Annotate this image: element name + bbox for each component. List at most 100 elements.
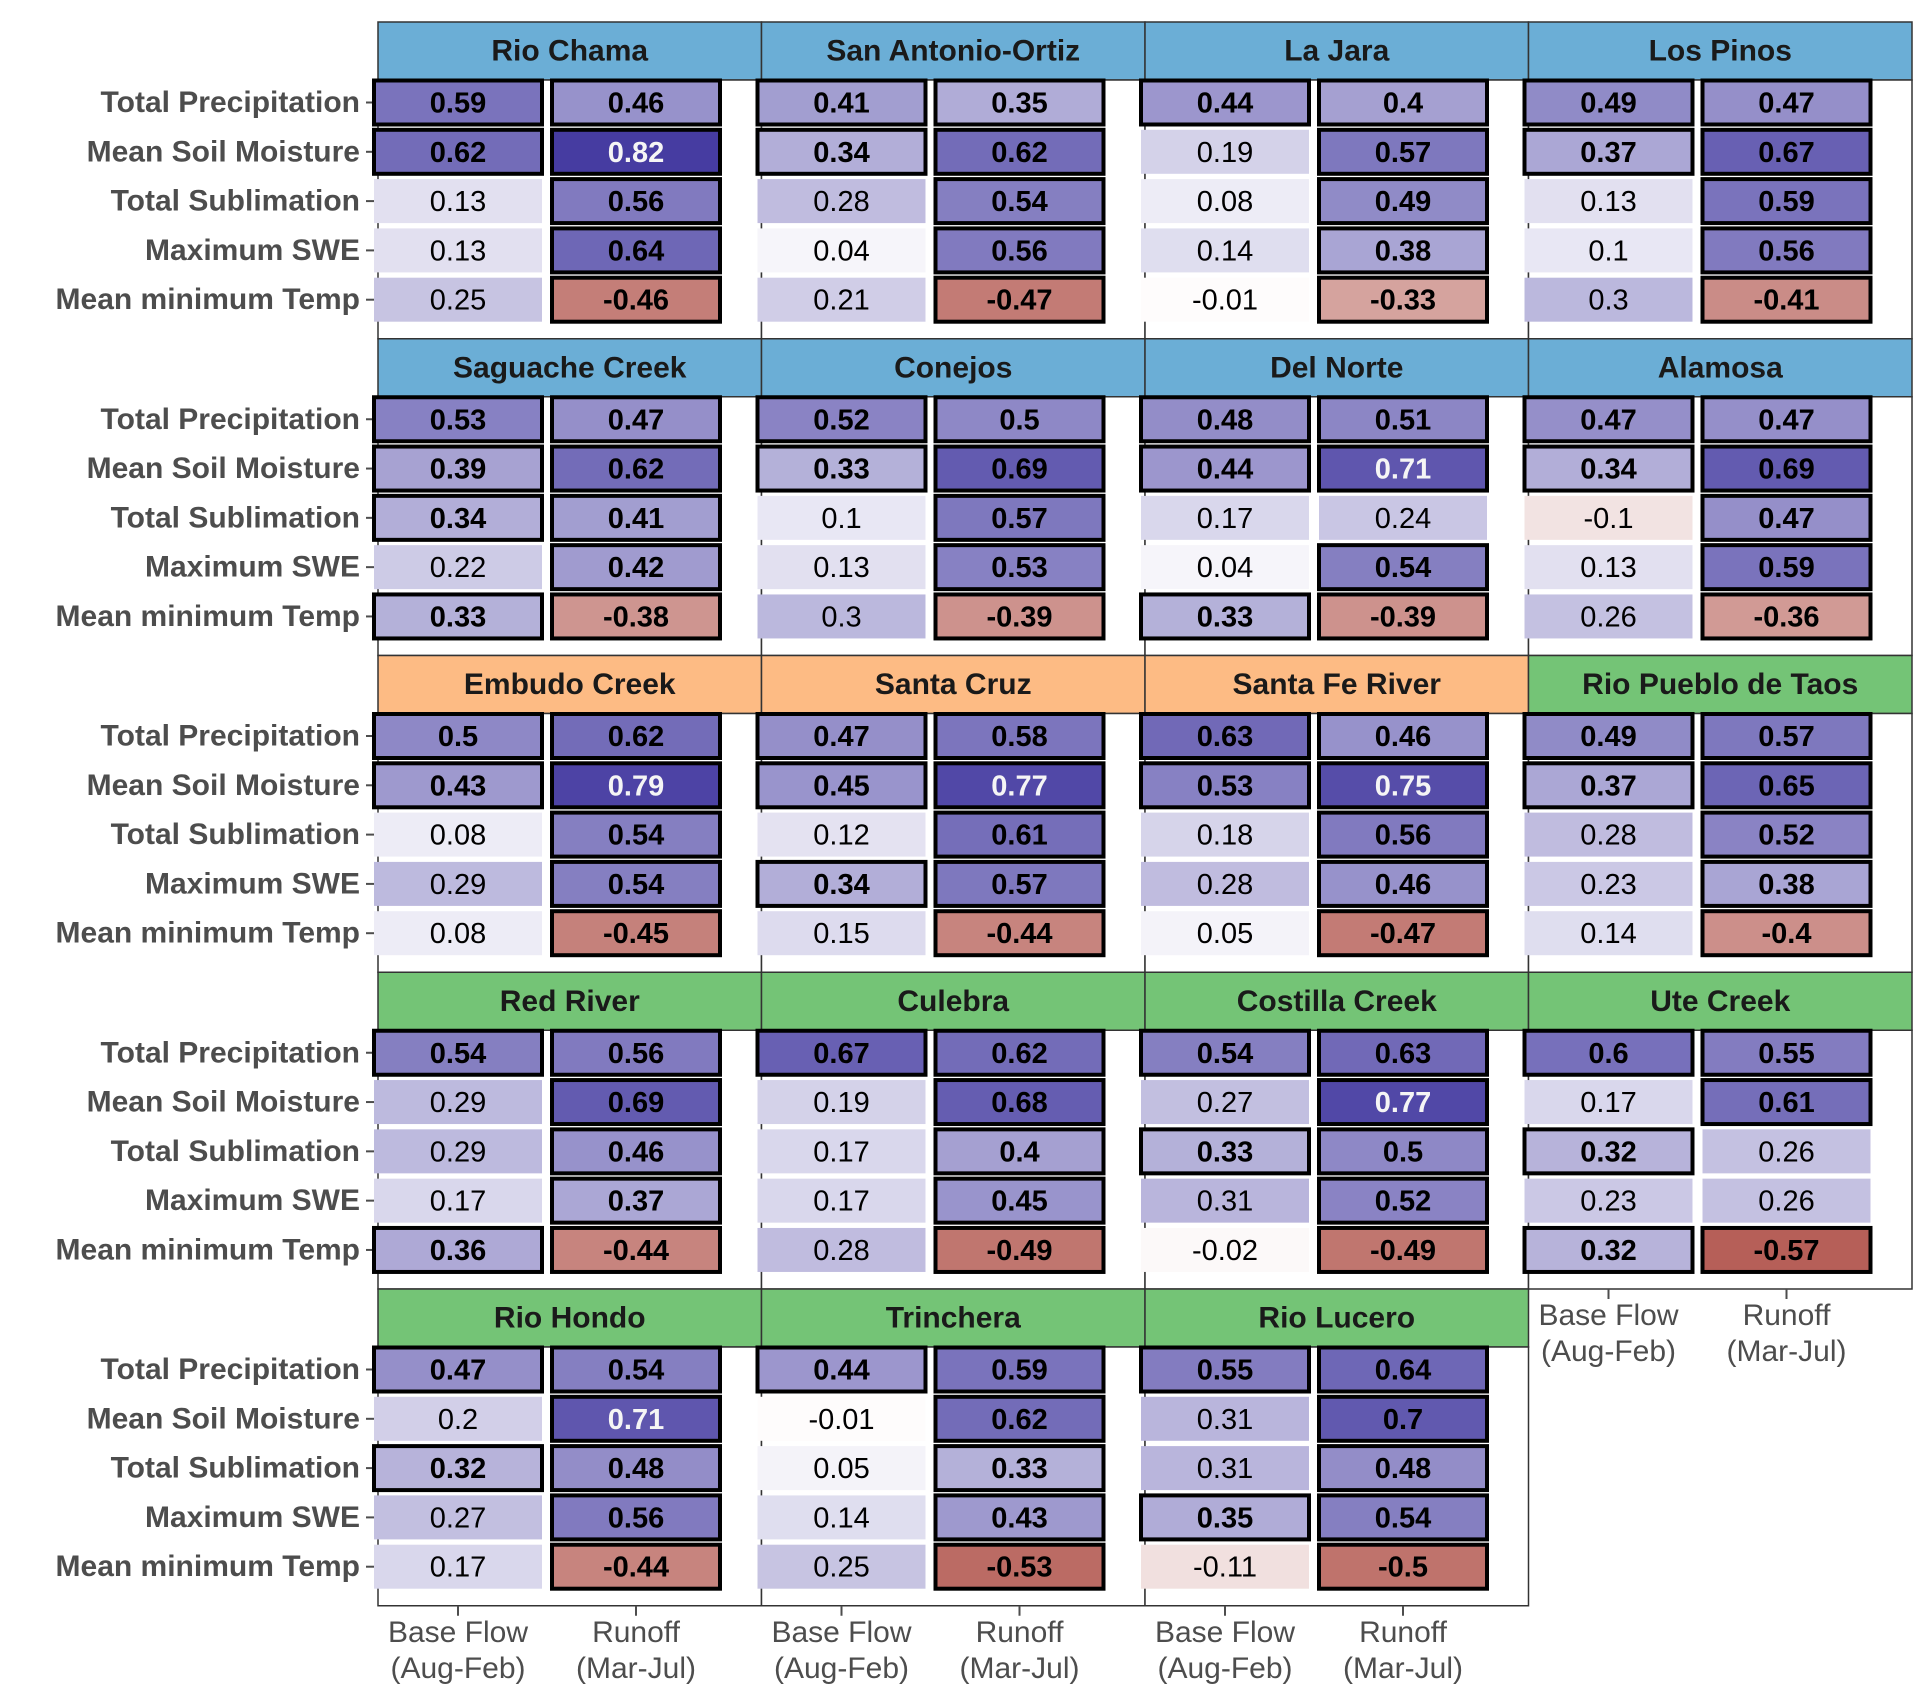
heat-cell [1700, 543, 1873, 592]
heat-cell [1524, 277, 1693, 322]
cell-value: 0.4 [999, 1136, 1039, 1168]
cell-value: 0.68 [991, 1087, 1047, 1119]
heat-cell [374, 1129, 542, 1174]
panel: Saguache Creek 0.53 0.47 0.39 0.62 0.34 0.41 0.… [372, 338, 763, 657]
heat-cell [550, 444, 722, 493]
row-label: Mean minimum Temp [56, 917, 360, 950]
heat-cell [372, 712, 544, 760]
heat-cell [1522, 395, 1695, 444]
cell-value: -0.01 [808, 1404, 874, 1436]
row-label: Maximum SWE [145, 1184, 360, 1217]
cell-value: 0.54 [1375, 552, 1431, 584]
cell-value: 0.2 [438, 1404, 478, 1436]
cell-value: -0.53 [986, 1552, 1052, 1584]
heat-cell [1700, 1028, 1873, 1077]
cell-value: 0.52 [813, 404, 869, 436]
heat-cell [933, 761, 1106, 810]
heat-cell [374, 545, 542, 590]
cell-value: 0.22 [430, 552, 486, 584]
cell-value: 0.34 [813, 869, 869, 901]
cell-value: 0.46 [1375, 721, 1431, 753]
col-label-period: (Mar-Jul) [960, 1652, 1080, 1685]
heat-cell [1141, 1446, 1309, 1491]
heat-cell [1700, 78, 1873, 127]
heat-cell [374, 228, 542, 273]
heat-cell [1524, 812, 1693, 857]
panel-strip [377, 1288, 763, 1348]
heat-cell [1700, 761, 1873, 810]
cell-value: 0.13 [1580, 186, 1636, 218]
heat-cell [550, 493, 722, 542]
heat-cell [372, 444, 544, 493]
panel-strip [1144, 654, 1530, 715]
cell-value: 0.38 [1758, 869, 1814, 901]
cell-value: 0.79 [608, 770, 664, 802]
panel-strip [760, 21, 1146, 81]
row-label: Total Precipitation [101, 1353, 360, 1386]
heat-cell [374, 911, 542, 956]
heat-cell [1522, 712, 1695, 760]
heat-cell [1317, 1493, 1489, 1542]
cell-value: 0.41 [813, 88, 869, 120]
heat-cell [550, 226, 722, 275]
heat-cell [1139, 712, 1311, 760]
panel-title: Rio Chama [491, 35, 648, 68]
heat-cell [550, 1176, 722, 1225]
heat-cell [1700, 177, 1873, 226]
panel: La Jara 0.44 0.4 0.19 0.57 0.08 0.49 0.14 0.38 -0… [1139, 21, 1530, 340]
cell-value: 0.56 [608, 1038, 664, 1070]
panel: San Antonio-Ortiz 0.41 0.35 0.34 0.62 0.28 0.5… [755, 21, 1146, 340]
panel-title: Rio Lucero [1258, 1302, 1415, 1335]
panel-title: Santa Fe River [1233, 668, 1442, 701]
heat-cell [1524, 911, 1693, 956]
cell-value: 0.44 [1197, 88, 1253, 120]
heat-cell [1522, 761, 1695, 810]
heat-cell [757, 277, 926, 322]
heat-cell [372, 1444, 544, 1493]
cell-value: 0.62 [991, 137, 1047, 169]
cell-value: -0.44 [986, 918, 1052, 950]
heat-cell [755, 1028, 928, 1077]
cell-value: -0.39 [986, 601, 1052, 633]
heat-cell [933, 1542, 1106, 1591]
heat-cell [550, 127, 722, 176]
heat-cell [372, 493, 544, 542]
cell-value: 0.54 [991, 186, 1047, 218]
row-label: Total Precipitation [101, 86, 360, 119]
heat-cell [755, 761, 928, 810]
heat-cell [372, 395, 544, 444]
cell-value: 0.17 [430, 1186, 486, 1218]
cell-value: 0.31 [1197, 1186, 1253, 1218]
cell-value: 0.17 [430, 1552, 486, 1584]
cell-value: 0.44 [813, 1355, 869, 1387]
cell-value: 0.71 [1375, 454, 1431, 486]
cell-value: 0.14 [1580, 918, 1636, 950]
cell-value: 0.52 [1758, 820, 1814, 852]
heat-cell [1317, 78, 1489, 127]
heat-cell [1141, 812, 1309, 857]
cell-value: 0.29 [430, 869, 486, 901]
heat-cell [1141, 911, 1309, 956]
row-label: Maximum SWE [145, 234, 360, 267]
heat-cell [757, 1227, 926, 1272]
heat-cell [1700, 444, 1873, 493]
heat-cell [1522, 78, 1695, 127]
panel-title: Embudo Creek [464, 668, 676, 701]
cell-value: 0.37 [608, 1186, 664, 1218]
cell-value: 0.13 [813, 552, 869, 584]
heat-cell [1700, 592, 1873, 641]
heat-cell [550, 275, 722, 324]
cell-value: 0.56 [1758, 235, 1814, 267]
cell-value: 0.05 [1197, 918, 1253, 950]
panel-title: Trinchera [886, 1302, 1021, 1335]
cell-value: 0.19 [813, 1087, 869, 1119]
panel-strip [1527, 338, 1913, 398]
cell-value: 0.59 [1758, 552, 1814, 584]
cell-value: 0.44 [1197, 454, 1253, 486]
heat-cell [1317, 1078, 1489, 1127]
panel-title: San Antonio-Ortiz [826, 35, 1080, 68]
heat-cell [372, 1225, 544, 1274]
cell-value: 0.04 [813, 235, 869, 267]
heat-cell [1141, 179, 1309, 224]
cell-value: 0.51 [1375, 404, 1431, 436]
